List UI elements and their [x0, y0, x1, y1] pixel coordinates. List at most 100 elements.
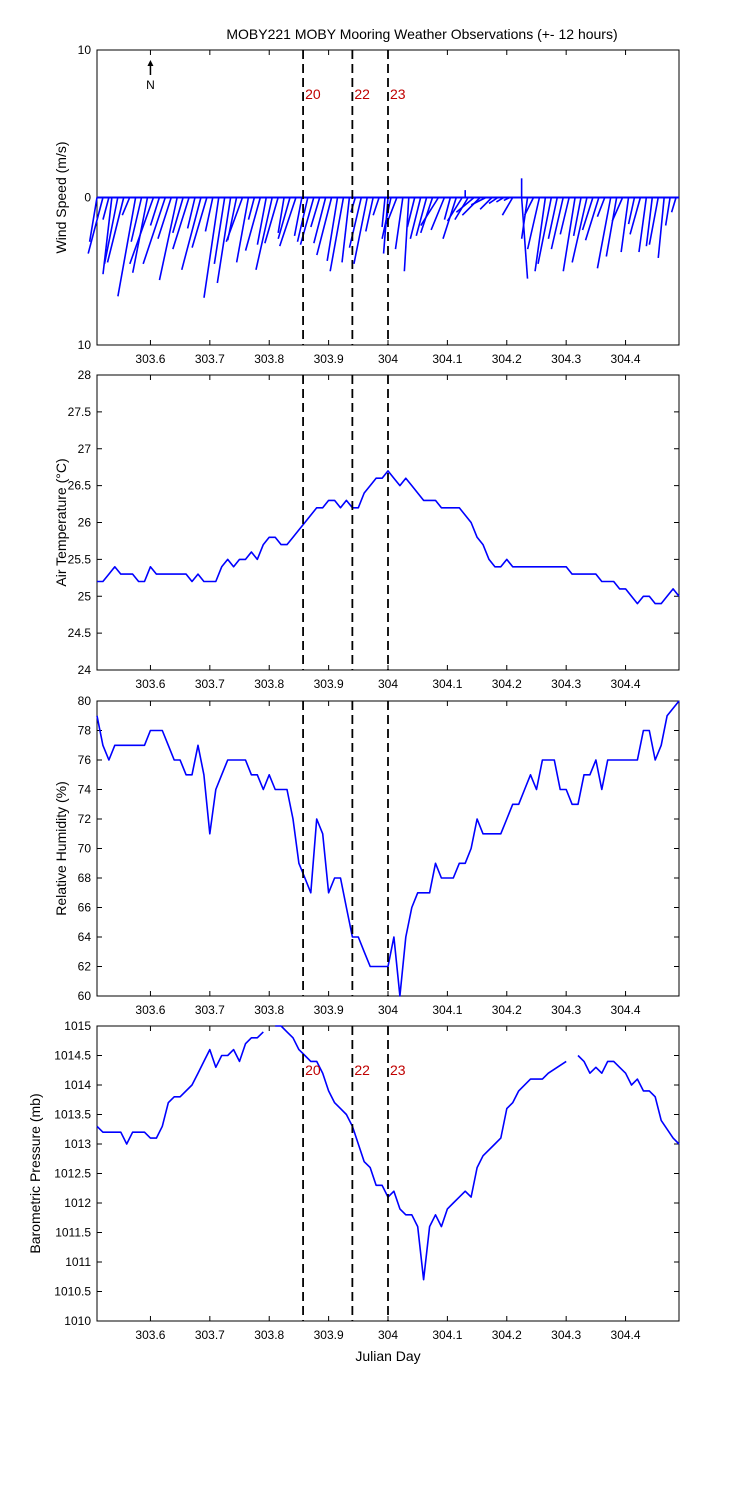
x-tick-label: 304.1 — [432, 677, 462, 691]
wind-vector — [278, 197, 297, 247]
wind-vector — [88, 197, 98, 242]
wind-vector — [571, 197, 588, 263]
wind-vector — [121, 197, 131, 216]
x-tick-label: 303.8 — [254, 1328, 284, 1342]
wind-vector — [180, 197, 202, 270]
y-tick-label: 62 — [78, 960, 92, 974]
x-tick-label: 303.8 — [254, 1003, 284, 1017]
x-tick-label: 304 — [378, 352, 398, 366]
wind-vector — [520, 197, 529, 239]
wind-vector — [117, 197, 137, 297]
chart-title: MOBY221 MOBY Mooring Weather Observation… — [226, 26, 617, 42]
x-tick-label: 304.4 — [611, 1328, 641, 1342]
wind-vector — [326, 197, 339, 262]
wind-vector — [627, 197, 636, 225]
y-tick-label: 1013.5 — [54, 1108, 91, 1122]
wind-vector — [244, 197, 262, 251]
x-tick-label: 303.9 — [314, 1328, 344, 1342]
wind-vector — [255, 197, 273, 270]
wind-vector — [645, 197, 654, 247]
x-tick-label: 303.7 — [195, 1003, 225, 1017]
y-tick-label: 1010.5 — [54, 1285, 91, 1299]
wind-vector — [584, 197, 600, 241]
y-axis-label: Air Temperature (°C) — [53, 458, 69, 586]
y-tick-label: 24 — [78, 663, 92, 677]
y-tick-label: 25 — [78, 589, 92, 603]
wind-vector — [172, 197, 184, 234]
y-tick-label: 1010 — [64, 1314, 91, 1328]
x-tick-label: 304.4 — [611, 352, 641, 366]
wind-vector — [364, 197, 374, 232]
wind-vector — [638, 197, 648, 253]
wind-vector — [446, 197, 463, 222]
y-tick-label: 26 — [78, 516, 92, 530]
x-tick-label: 303.6 — [135, 677, 165, 691]
y-tick-label: 1014.5 — [54, 1049, 91, 1063]
event-marker-label: 23 — [390, 86, 406, 102]
wind-vector — [461, 196, 481, 216]
wind-vector — [149, 197, 161, 226]
wind-vector — [420, 197, 440, 226]
wind-vector — [157, 197, 172, 240]
x-tick-label: 304.4 — [611, 1003, 641, 1017]
north-arrow-head-icon — [147, 60, 154, 66]
y-tick-label: 78 — [78, 724, 92, 738]
wind-vector — [235, 197, 250, 263]
x-tick-label: 303.6 — [135, 1003, 165, 1017]
x-tick-label: 303.6 — [135, 1328, 165, 1342]
wind-vector — [372, 197, 380, 216]
wind-vector — [204, 197, 214, 232]
y-tick-label: 10 — [78, 338, 92, 352]
y-tick-label: 27.5 — [68, 405, 92, 419]
rh-series-line — [96, 700, 680, 997]
x-tick-label: 304.2 — [492, 677, 522, 691]
y-axis-label: Barometric Pressure (mb) — [27, 1093, 43, 1253]
y-tick-label: 26.5 — [68, 479, 92, 493]
wind-vector — [106, 197, 125, 263]
wind-vector — [501, 197, 514, 216]
event-marker-label: 22 — [354, 86, 370, 102]
x-tick-label: 304.2 — [492, 1328, 522, 1342]
wind-vector — [520, 197, 529, 279]
x-tick-label: 304 — [378, 677, 398, 691]
x-tick-label: 304.3 — [551, 1328, 581, 1342]
wind-vector — [341, 197, 351, 263]
wind-vector — [550, 197, 564, 250]
x-tick-label: 304.1 — [432, 1003, 462, 1017]
wind-vector — [620, 197, 630, 253]
y-tick-label: 1011.5 — [55, 1226, 91, 1240]
wind-vector — [256, 197, 268, 245]
y-tick-label: 74 — [78, 783, 92, 797]
y-tick-label: 70 — [78, 842, 92, 856]
pressure-panel: 303.6 303.7 303.8 303.9 304 304.1 304.2 304.3 30… — [27, 1019, 680, 1364]
x-tick-label: 304.1 — [432, 1328, 462, 1342]
wind-vector — [158, 197, 178, 281]
wind-vector — [264, 197, 279, 244]
wind-vector — [596, 197, 606, 217]
wind-vector — [277, 197, 291, 240]
x-tick-label: 304.1 — [432, 352, 462, 366]
wind-vector — [87, 197, 104, 254]
y-tick-label: 1011 — [65, 1255, 91, 1269]
wind-vector — [534, 197, 547, 272]
wind-vector — [216, 197, 232, 284]
wind-vector — [394, 197, 404, 250]
airtemp-series-line — [97, 470, 680, 605]
x-tick-label: 303.7 — [195, 352, 225, 366]
wind-vector — [186, 197, 196, 229]
airtemp-panel: 303.6 303.7 303.8 303.9 304 304.1 304.2 304.3 30… — [53, 368, 680, 691]
y-tick-label: 66 — [78, 901, 92, 915]
wind-panel: 303.6 303.7 303.8 303.9 304 304.1 304.2 304.3 30… — [53, 43, 680, 366]
wind-vector — [172, 197, 190, 250]
x-axis-label: Julian Day — [355, 1348, 420, 1364]
y-tick-label: 25.5 — [68, 552, 92, 566]
wind-vector — [329, 197, 345, 272]
wind-vector — [605, 197, 618, 257]
event-marker-label: 20 — [305, 86, 321, 102]
y-tick-label: 68 — [78, 871, 92, 885]
wind-vector — [409, 197, 422, 239]
event-marker-label: 20 — [305, 1062, 321, 1078]
north-label: N — [146, 78, 155, 92]
y-axis-label: Wind Speed (m/s) — [53, 141, 69, 253]
